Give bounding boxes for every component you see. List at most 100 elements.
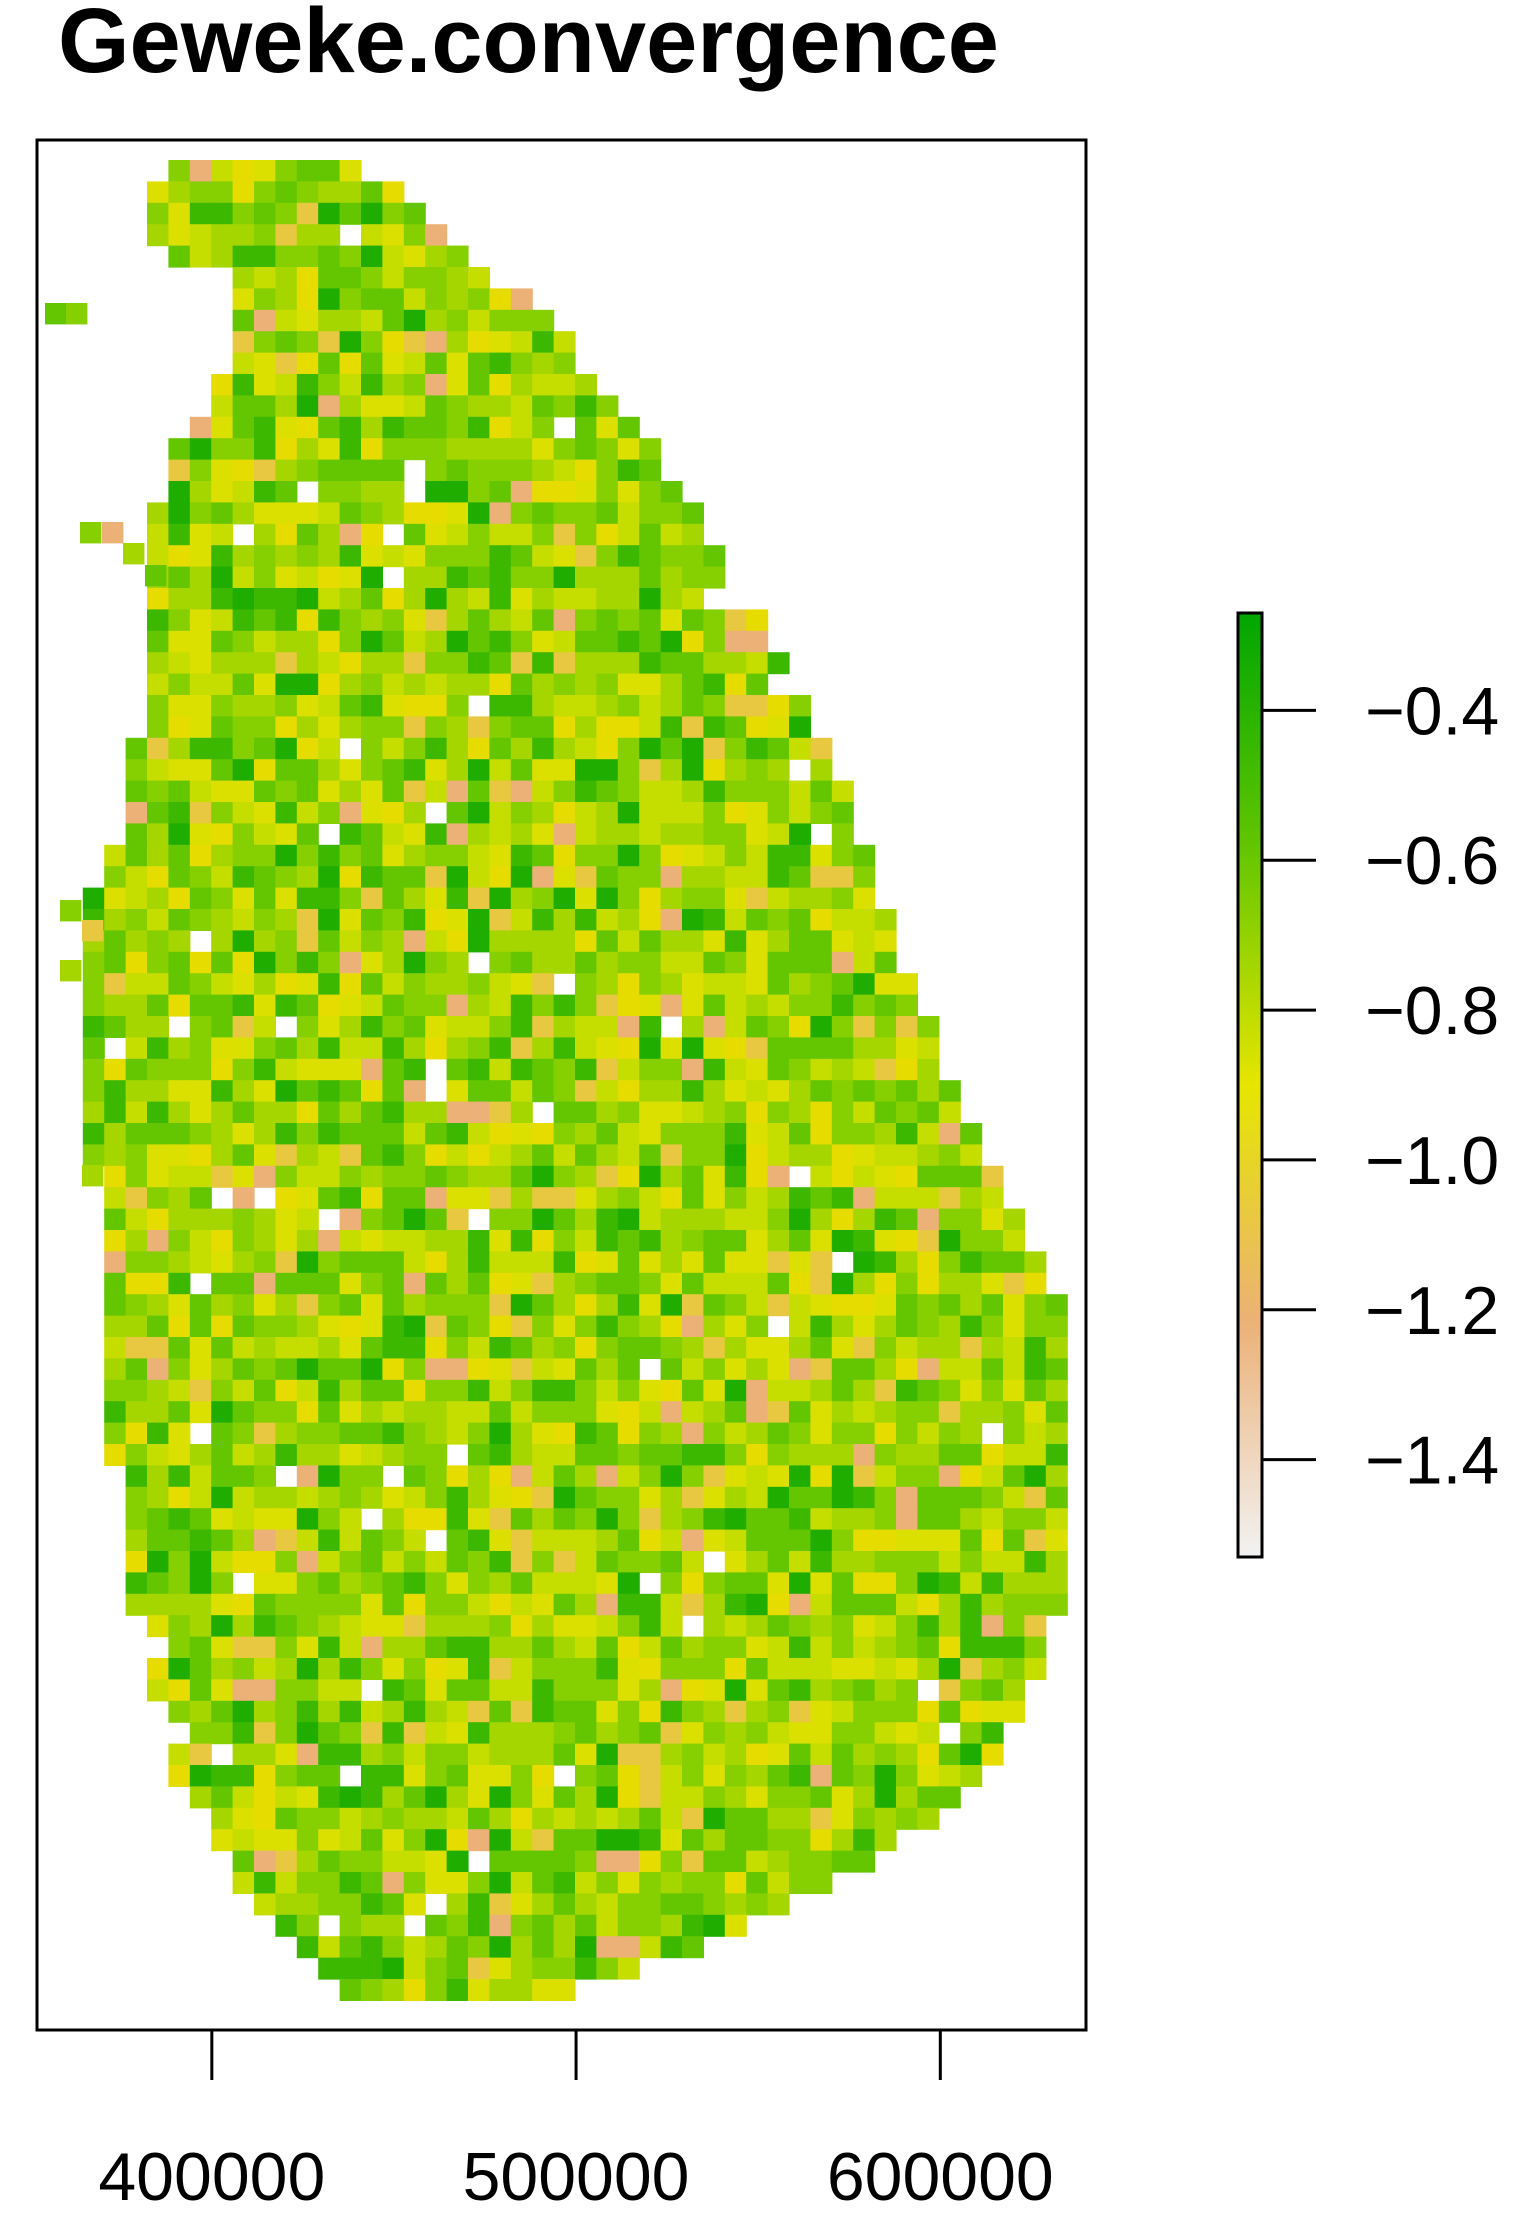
raster-cell: [746, 844, 769, 867]
raster-cell: [874, 973, 897, 996]
raster-cell: [917, 1636, 940, 1659]
raster-cell: [596, 1529, 619, 1552]
raster-cell: [339, 909, 362, 931]
raster-cell: [189, 588, 212, 610]
raster-cell: [361, 1165, 383, 1188]
raster-cell: [211, 1465, 234, 1488]
raster-cell: [575, 1401, 597, 1424]
raster-cell: [318, 802, 341, 824]
raster-cell: [275, 1829, 298, 1852]
raster-cell: [767, 1337, 790, 1359]
raster-cell: [211, 866, 234, 889]
raster-cell: [318, 1700, 341, 1723]
raster-cell: [489, 1315, 512, 1338]
raster-cell: [189, 160, 212, 182]
raster-cell: [810, 973, 833, 996]
raster-cell: [168, 224, 191, 247]
raster-cell: [746, 909, 769, 931]
raster-cell: [446, 887, 469, 910]
raster-cell: [767, 866, 790, 889]
raster-cell: [232, 973, 255, 996]
raster-cell: [468, 481, 490, 503]
raster-cell: [339, 481, 362, 503]
raster-cell: [510, 1337, 533, 1359]
raster-cell: [189, 1508, 212, 1531]
raster-cell: [104, 1144, 127, 1167]
raster-cell: [510, 695, 533, 717]
raster-cell: [917, 1593, 940, 1616]
raster-cell: [254, 267, 276, 289]
raster-cell: [575, 1101, 597, 1124]
raster-cell: [489, 309, 512, 332]
raster-cell: [425, 1379, 448, 1402]
raster-cell: [746, 780, 769, 803]
raster-cell: [361, 1722, 383, 1745]
raster-cell: [361, 1743, 383, 1766]
raster-cell: [639, 1743, 662, 1766]
raster-cell: [896, 1486, 918, 1509]
raster-cell: [275, 844, 298, 867]
raster-cell: [1024, 1658, 1047, 1680]
raster-cell: [361, 1786, 383, 1809]
raster-cell: [104, 1294, 127, 1317]
raster-cell: [382, 1700, 405, 1723]
raster-cell: [275, 1786, 298, 1809]
raster-cell: [189, 802, 212, 824]
raster-cell: [596, 1807, 619, 1830]
raster-cell: [232, 1700, 255, 1723]
raster-cell: [468, 1294, 490, 1317]
raster-cell: [275, 245, 298, 268]
raster-cell: [425, 309, 448, 332]
raster-cell: [403, 1636, 426, 1659]
raster-cell: [104, 1337, 127, 1359]
raster-cell: [1003, 1508, 1025, 1531]
raster-cell: [746, 716, 769, 739]
raster-cell: [425, 566, 448, 589]
raster-cell: [810, 1058, 833, 1081]
raster-cell: [361, 1893, 383, 1916]
raster-cell: [639, 1251, 662, 1274]
raster-cell: [425, 1957, 448, 1980]
raster-cell: [510, 331, 533, 354]
raster-cell: [575, 802, 597, 824]
raster-cell: [639, 1679, 662, 1702]
raster-cell: [211, 1700, 234, 1723]
raster-cell: [789, 1379, 811, 1402]
raster-cell: [532, 1465, 555, 1488]
raster-cell: [189, 245, 212, 268]
raster-cell: [938, 1123, 961, 1145]
raster-cell: [874, 1465, 897, 1488]
raster-cell: [425, 1422, 448, 1445]
raster-cell: [382, 481, 405, 503]
raster-cell: [361, 1337, 383, 1359]
raster-cell: [382, 909, 405, 931]
raster-cell: [254, 887, 276, 910]
raster-cell: [296, 1636, 319, 1659]
raster-cell: [468, 802, 490, 824]
raster-cell: [1045, 1294, 1068, 1317]
raster-cell: [746, 1294, 769, 1317]
raster-cell: [831, 1743, 854, 1766]
raster-cell: [746, 609, 769, 632]
raster-cell: [211, 887, 234, 910]
raster-cell: [724, 1486, 747, 1509]
raster-cell: [254, 1101, 276, 1124]
raster-cell: [425, 695, 448, 717]
raster-cell: [275, 887, 298, 910]
raster-cell: [361, 1251, 383, 1274]
raster-cell: [874, 1144, 897, 1167]
raster-cell: [553, 566, 576, 589]
raster-cell: [147, 780, 169, 803]
raster-cell: [82, 973, 105, 996]
raster-cell: [275, 994, 298, 1017]
raster-cell: [682, 802, 704, 824]
raster-cell: [874, 1251, 897, 1274]
raster-cell: [660, 1936, 683, 1959]
raster-cell: [767, 1358, 790, 1381]
raster-cell: [896, 1401, 918, 1424]
raster-cell: [724, 1529, 747, 1552]
raster-cell: [361, 245, 383, 268]
raster-cell: [489, 395, 512, 418]
raster-cell: [596, 652, 619, 675]
raster-cell: [339, 1080, 362, 1103]
